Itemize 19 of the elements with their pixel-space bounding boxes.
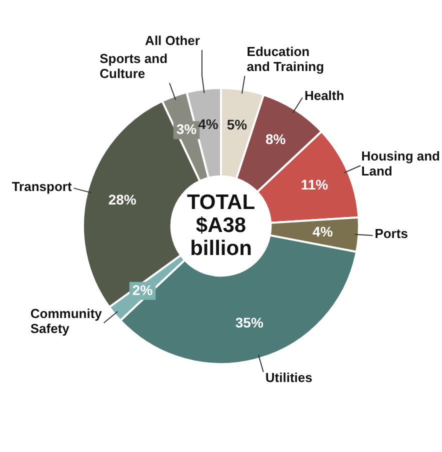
slice-label: Utilities: [265, 370, 312, 386]
data-label: 5%: [226, 116, 248, 132]
slice-label: Ports: [374, 226, 408, 242]
slice-label: Housing and Land: [361, 148, 440, 179]
slice-label: All Other: [145, 33, 200, 48]
data-label: 4%: [312, 223, 334, 240]
data-label: 8%: [265, 130, 286, 147]
slice-label: Transport: [12, 178, 72, 194]
data-label: 3%: [176, 121, 198, 138]
slice-label: Education and Training: [246, 44, 324, 74]
data-label: 11%: [300, 176, 329, 192]
text: TOTAL $A38 billion: [186, 190, 256, 260]
slice-label: Health: [304, 88, 344, 104]
data-label: 28%: [108, 192, 137, 208]
slice-label: Community Safety: [30, 306, 103, 336]
data-label: 2%: [132, 282, 154, 298]
data-label: 35%: [235, 314, 264, 331]
slice-label: Sports and Culture: [100, 51, 168, 82]
data-label: 4%: [198, 116, 219, 132]
